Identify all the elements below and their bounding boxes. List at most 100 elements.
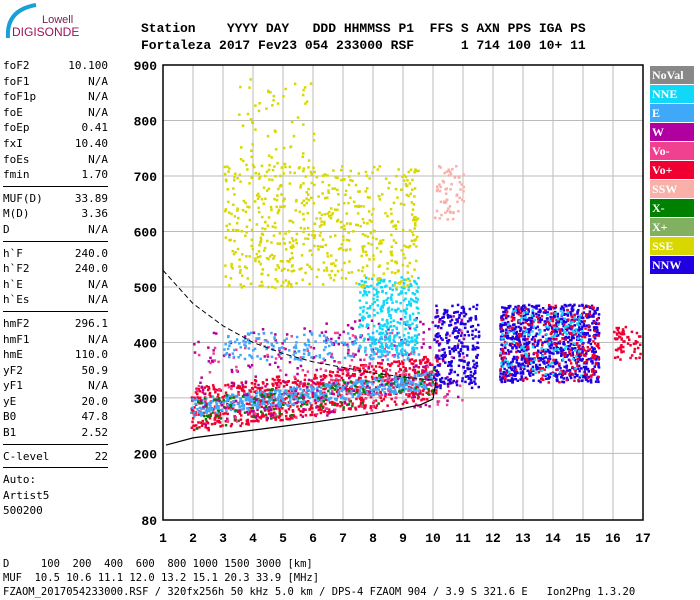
echo-point — [362, 390, 366, 393]
echo-point — [501, 329, 505, 333]
echo-point — [597, 346, 601, 350]
echo-point — [452, 356, 456, 360]
echo-point — [295, 416, 298, 419]
echo-point — [306, 395, 310, 398]
echo-point — [578, 317, 581, 320]
echo-point — [475, 307, 478, 311]
echo-point — [334, 176, 337, 179]
echo-point — [412, 233, 415, 237]
echo-point — [347, 332, 350, 335]
echo-point — [520, 346, 523, 349]
echo-point — [328, 344, 331, 348]
echo-point — [457, 176, 461, 179]
echo-point — [444, 192, 448, 195]
echo-point — [440, 326, 443, 330]
echo-point — [527, 335, 530, 338]
echo-point — [518, 342, 521, 346]
echo-point — [407, 324, 411, 327]
echo-point — [312, 387, 316, 391]
echo-point — [519, 326, 522, 330]
echo-point — [230, 370, 234, 374]
echo-point — [196, 396, 199, 399]
echo-point — [431, 363, 434, 367]
param-value: N/A — [88, 222, 108, 236]
echo-point — [307, 340, 311, 343]
echo-point — [568, 373, 571, 376]
echo-point — [369, 284, 373, 288]
echo-point — [342, 235, 345, 238]
echo-point — [380, 353, 384, 356]
echo-point — [467, 377, 471, 380]
echo-point — [421, 369, 424, 372]
echo-point — [502, 376, 505, 379]
echo-point — [401, 388, 404, 391]
echo-point — [401, 402, 405, 406]
echo-point — [239, 85, 242, 89]
echo-point — [377, 291, 380, 294]
echo-point — [238, 386, 241, 390]
echo-point — [394, 281, 397, 284]
echo-point — [520, 306, 523, 309]
echo-point — [568, 352, 571, 356]
echo-point — [546, 311, 549, 314]
echo-point — [531, 309, 535, 312]
echo-point — [249, 118, 253, 121]
echo-point — [274, 268, 278, 271]
echo-point — [372, 350, 376, 354]
param-row: h`Es N/A — [3, 292, 108, 308]
echo-point — [428, 345, 431, 349]
echo-point — [316, 389, 319, 392]
echo-point — [414, 389, 418, 393]
echo-point — [194, 391, 198, 394]
echo-point — [412, 203, 416, 206]
echo-point — [621, 333, 624, 336]
echo-point — [229, 424, 233, 428]
echo-point — [271, 398, 274, 402]
echo-point — [211, 411, 215, 414]
echo-point — [325, 322, 328, 325]
header-values: Fortaleza 2017 Fev23 054 233000 RSF 1 71… — [141, 38, 586, 53]
echo-point — [367, 367, 370, 370]
echo-point — [366, 382, 370, 385]
echo-point — [538, 317, 542, 320]
echo-point — [226, 412, 229, 416]
echo-point — [402, 282, 406, 285]
echo-point — [633, 347, 637, 351]
echo-point — [248, 182, 251, 185]
echo-point — [227, 398, 230, 402]
echo-point — [380, 337, 383, 340]
echo-point — [514, 305, 517, 309]
param-label: MUF(D) — [3, 191, 43, 205]
echo-point — [556, 334, 560, 337]
echo-point — [357, 172, 361, 175]
echo-point — [570, 336, 574, 340]
echo-point — [553, 307, 556, 310]
echo-point — [343, 341, 346, 345]
echo-point — [370, 213, 374, 216]
echo-point — [361, 379, 364, 383]
echo-point — [269, 397, 272, 400]
echo-point — [571, 309, 574, 313]
echo-point — [423, 370, 426, 373]
echo-point — [198, 406, 202, 410]
echo-point — [262, 331, 266, 335]
echo-point — [329, 410, 332, 414]
echo-point — [357, 349, 360, 353]
echo-point — [359, 379, 362, 383]
echo-point — [348, 337, 352, 340]
echo-point — [372, 336, 375, 339]
echo-point — [574, 332, 578, 335]
echo-point — [620, 344, 623, 347]
echo-point — [404, 338, 407, 341]
echo-point — [276, 381, 279, 385]
echo-point — [340, 389, 343, 393]
echo-point — [597, 357, 600, 361]
echo-point — [555, 346, 559, 349]
echo-point — [411, 178, 414, 182]
echo-point — [259, 342, 262, 345]
echo-point — [353, 381, 356, 384]
echo-point — [324, 336, 328, 340]
echo-point — [597, 334, 600, 337]
echo-point — [580, 379, 583, 383]
echo-point — [466, 320, 470, 323]
